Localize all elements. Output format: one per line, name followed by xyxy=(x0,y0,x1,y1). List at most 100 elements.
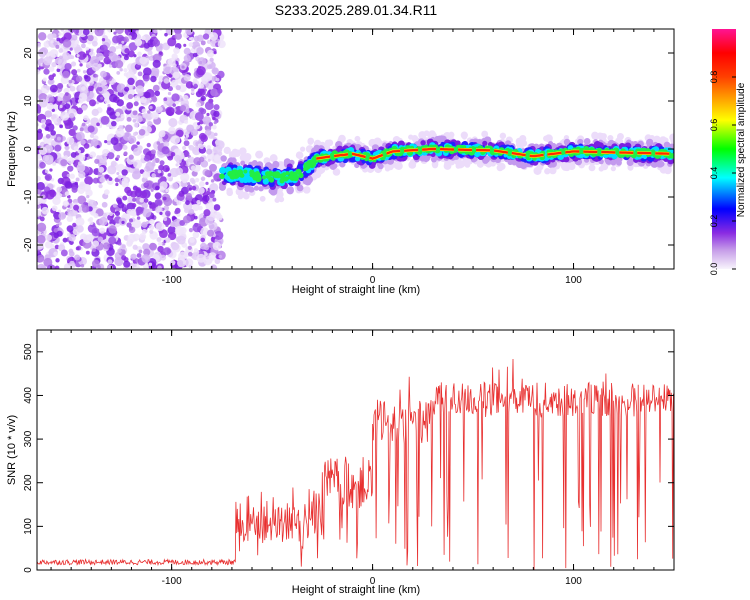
noise-blob xyxy=(130,253,137,260)
signal-blob xyxy=(354,135,361,142)
noise-blob xyxy=(196,66,206,76)
noise-blob xyxy=(148,224,155,231)
noise-blob xyxy=(90,48,94,52)
signal-blob xyxy=(239,173,245,178)
noise-blob xyxy=(204,129,212,136)
signal-blob xyxy=(420,140,426,146)
noise-blob xyxy=(139,190,148,199)
noise-blob xyxy=(101,38,106,42)
signal-blob xyxy=(481,130,489,138)
noise-blob xyxy=(117,241,122,246)
noise-blob xyxy=(217,40,226,49)
noise-blob xyxy=(85,153,89,158)
signal-blob xyxy=(610,160,617,166)
noise-blob xyxy=(37,198,42,205)
noise-blob xyxy=(53,251,58,257)
noise-blob xyxy=(134,39,143,47)
noise-blob xyxy=(82,234,92,244)
noise-blob xyxy=(191,179,196,185)
noise-blob xyxy=(63,87,70,95)
noise-blob xyxy=(116,83,126,93)
noise-blob xyxy=(56,37,61,42)
noise-blob xyxy=(120,114,125,119)
noise-blob xyxy=(127,29,133,33)
colorbar-tick-label: 0.6 xyxy=(709,119,719,132)
noise-blob xyxy=(185,200,190,206)
noise-blob xyxy=(198,83,205,89)
noise-blob xyxy=(71,34,78,41)
noise-blob xyxy=(212,116,216,121)
signal-blob xyxy=(377,163,384,170)
noise-blob xyxy=(198,156,205,163)
noise-blob xyxy=(135,30,139,34)
colorbar-gradient xyxy=(712,29,736,269)
noise-blob xyxy=(116,99,124,107)
noise-blob xyxy=(143,42,150,49)
noise-blob xyxy=(211,124,217,130)
signal-blob xyxy=(316,166,324,174)
noise-blob xyxy=(104,174,110,179)
noise-blob xyxy=(37,69,41,75)
noise-blob xyxy=(75,131,85,141)
noise-blob xyxy=(84,176,94,186)
noise-blob xyxy=(66,225,74,233)
noise-blob xyxy=(98,166,105,173)
noise-blob xyxy=(142,113,148,119)
noise-blob xyxy=(141,108,147,114)
signal-blob xyxy=(303,162,310,169)
noise-blob xyxy=(37,204,41,209)
signal-blob xyxy=(610,165,617,172)
noise-blob xyxy=(96,144,100,149)
signal-blob xyxy=(303,186,311,194)
noise-blob xyxy=(71,69,78,76)
signal-blob xyxy=(274,197,280,203)
signal-blob xyxy=(598,132,605,140)
noise-blob xyxy=(140,154,145,159)
noise-blob xyxy=(44,169,49,174)
noise-blob xyxy=(121,177,129,185)
noise-blob xyxy=(213,50,217,55)
noise-blob xyxy=(72,222,77,228)
noise-blob xyxy=(62,200,70,207)
noise-blob xyxy=(205,93,209,97)
noise-blob xyxy=(172,218,182,228)
noise-blob xyxy=(171,93,180,102)
noise-blob xyxy=(214,258,221,265)
noise-blob xyxy=(44,126,50,131)
noise-blob xyxy=(59,104,63,109)
noise-blob xyxy=(160,254,167,261)
noise-blob xyxy=(76,54,80,58)
noise-blob xyxy=(106,264,113,269)
signal-blob xyxy=(499,132,507,140)
noise-blob xyxy=(132,244,138,250)
noise-blob xyxy=(116,172,120,176)
noise-blob xyxy=(190,165,196,171)
noise-blob xyxy=(183,119,189,124)
signal-blob xyxy=(304,177,312,186)
colorbar: 0.0 0.2 0.4 0.6 0.8 Normalized spectral ampl… xyxy=(709,29,747,275)
noise-blob xyxy=(213,104,220,111)
noise-blob xyxy=(91,40,98,47)
noise-blob xyxy=(200,176,206,182)
noise-blob xyxy=(58,48,64,53)
noise-blob xyxy=(52,162,57,166)
noise-blob xyxy=(162,164,170,173)
noise-blob xyxy=(60,249,68,257)
noise-blob xyxy=(71,186,78,193)
colorbar-tick-label: 0.0 xyxy=(709,263,719,276)
noise-blob xyxy=(74,181,78,186)
noise-blob xyxy=(191,185,197,191)
signal-blob xyxy=(650,149,656,154)
noise-blob xyxy=(82,29,90,36)
noise-blob xyxy=(190,36,195,41)
noise-blob xyxy=(148,201,152,206)
signal-blob xyxy=(233,149,241,157)
noise-blob xyxy=(70,152,77,158)
signal-blob xyxy=(607,134,614,142)
signal-blob xyxy=(669,133,674,142)
noise-blob xyxy=(64,92,69,96)
signal-core xyxy=(316,147,670,160)
noise-blob xyxy=(150,188,154,192)
noise-blob xyxy=(95,101,99,105)
